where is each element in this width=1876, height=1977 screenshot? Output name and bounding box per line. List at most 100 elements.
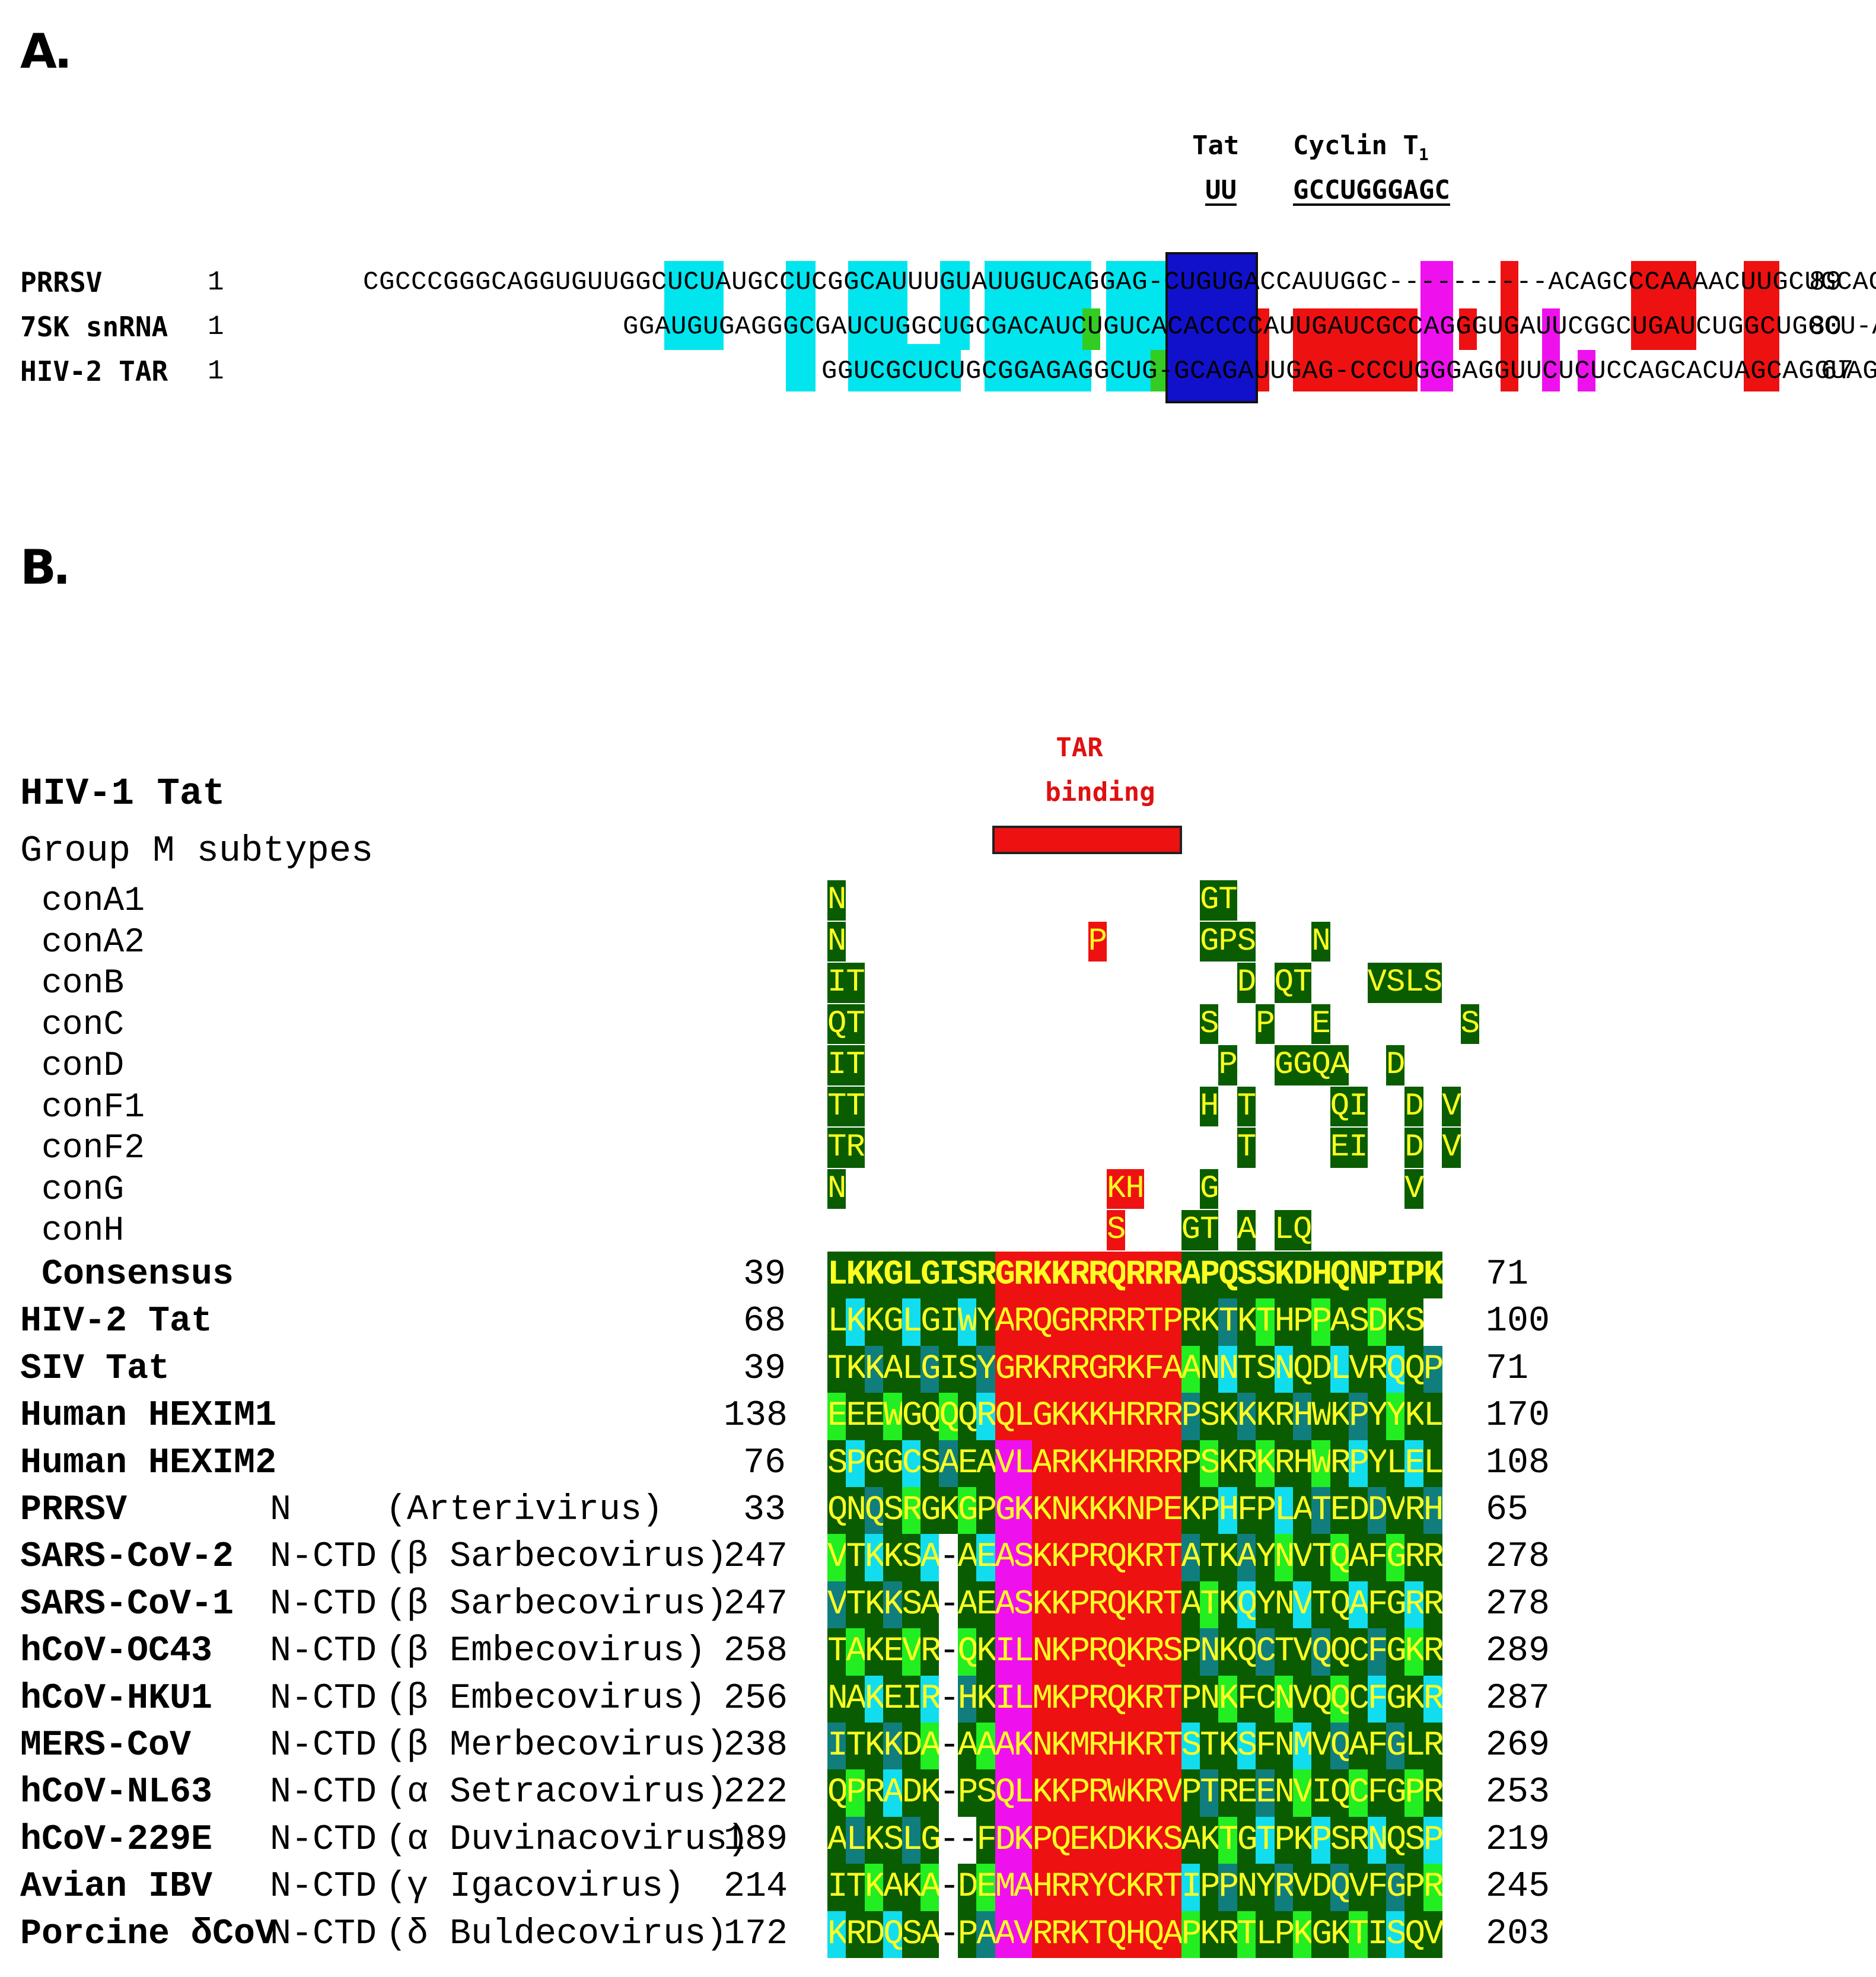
residue: H bbox=[1311, 1252, 1332, 1299]
residue: A bbox=[921, 1534, 941, 1581]
residue: S bbox=[1014, 1581, 1034, 1629]
tar-label-line1: TAR bbox=[1056, 733, 1103, 763]
row-end: 100 bbox=[1486, 1301, 1550, 1342]
residue: R bbox=[1404, 1534, 1425, 1581]
rna-seq-7sk: GGAUGUGAGGGCGAUCUGGCUGCGACAUCUGUCACACCCC… bbox=[623, 312, 1876, 342]
residue: G bbox=[995, 1487, 1015, 1535]
residue: R bbox=[1162, 1252, 1183, 1299]
residue: I bbox=[939, 1345, 960, 1393]
residue: I bbox=[1181, 1864, 1202, 1911]
residue: T bbox=[1162, 1723, 1183, 1770]
residue: G bbox=[883, 1298, 904, 1346]
residue: P bbox=[1349, 1440, 1369, 1487]
residue: K bbox=[1088, 1393, 1109, 1440]
residue: S bbox=[883, 1816, 904, 1864]
residue: S bbox=[976, 1769, 997, 1817]
residue: Q bbox=[1330, 1252, 1351, 1299]
residue: F bbox=[1237, 1675, 1258, 1723]
residue: K bbox=[1274, 1252, 1295, 1299]
residue: A bbox=[827, 1816, 848, 1864]
residue: A bbox=[957, 1534, 979, 1581]
residue: G bbox=[1032, 1393, 1053, 1440]
residue: K bbox=[864, 1864, 886, 1911]
row-end: 65 bbox=[1486, 1490, 1529, 1530]
residue: T bbox=[1162, 1581, 1183, 1629]
residue: L bbox=[1014, 1769, 1034, 1817]
residue: A bbox=[846, 1675, 867, 1723]
residue: T bbox=[1311, 1487, 1332, 1535]
row-start: 39 bbox=[743, 1348, 786, 1389]
residue: K bbox=[1014, 1816, 1034, 1864]
residue: W bbox=[957, 1298, 979, 1346]
residue: V bbox=[1311, 1723, 1332, 1770]
residue: R bbox=[1423, 1864, 1444, 1911]
rna-seq-hiv2tar: GGUCGCUCUGCGGAGAGGCUG-GCAGAUUGAG-CCCUGGG… bbox=[821, 356, 1876, 386]
residue: A bbox=[1181, 1816, 1202, 1864]
residue: Q bbox=[1032, 1298, 1053, 1346]
residue: R bbox=[1088, 1534, 1109, 1581]
tar-binding-bar bbox=[992, 826, 1182, 854]
residue: L bbox=[1274, 1487, 1295, 1535]
residue: P bbox=[1404, 1252, 1425, 1299]
row-start: 247 bbox=[724, 1537, 788, 1578]
residue: W bbox=[1311, 1440, 1332, 1487]
residue: K bbox=[864, 1298, 886, 1346]
residue: G bbox=[883, 1440, 904, 1487]
residue: R bbox=[1088, 1628, 1109, 1676]
residue: P bbox=[1311, 1816, 1332, 1864]
residue: R bbox=[1014, 1345, 1034, 1393]
residue: Q bbox=[827, 1487, 848, 1535]
residue: A bbox=[921, 1864, 941, 1911]
residue: P bbox=[1181, 1393, 1202, 1440]
subtype-residue: G bbox=[1274, 1045, 1294, 1085]
residue: A bbox=[995, 1534, 1015, 1581]
residue: T bbox=[1200, 1581, 1221, 1629]
residue: L bbox=[1014, 1393, 1034, 1440]
residue: E bbox=[883, 1675, 904, 1723]
residue: I bbox=[1367, 1911, 1388, 1958]
row-start: 247 bbox=[724, 1584, 788, 1625]
residue: K bbox=[1218, 1534, 1239, 1581]
residue: K bbox=[1218, 1393, 1239, 1440]
residue: P bbox=[1162, 1298, 1183, 1346]
residue: E bbox=[1330, 1487, 1351, 1535]
residue: K bbox=[1144, 1816, 1165, 1864]
residue: F bbox=[1367, 1864, 1388, 1911]
residue: K bbox=[864, 1581, 886, 1629]
residue: K bbox=[1050, 1675, 1072, 1723]
residue: T bbox=[827, 1628, 848, 1676]
residue: R bbox=[1069, 1345, 1090, 1393]
residue: N bbox=[1237, 1864, 1258, 1911]
residue: - bbox=[957, 1816, 979, 1864]
residue: K bbox=[1069, 1440, 1090, 1487]
rna-end-hiv2tar: 67 bbox=[1821, 356, 1854, 387]
rna-seq-prrsv: CGCCCGGGCAGGUGUUGGCUCUAUGCCUCGGCAUUUGUAU… bbox=[363, 268, 1876, 297]
residue: S bbox=[921, 1440, 941, 1487]
residue: K bbox=[1256, 1440, 1276, 1487]
subtype-residue: S bbox=[1200, 1004, 1219, 1044]
residue: K bbox=[1125, 1628, 1146, 1676]
residue: R bbox=[1144, 1675, 1165, 1723]
row-name: hCoV-229E bbox=[20, 1819, 213, 1860]
residue: S bbox=[1330, 1816, 1351, 1864]
residue: A bbox=[1237, 1534, 1258, 1581]
residue: K bbox=[1423, 1252, 1444, 1299]
row-end: 71 bbox=[1486, 1348, 1529, 1389]
residue: K bbox=[1200, 1298, 1221, 1346]
residue: T bbox=[846, 1864, 867, 1911]
residue: S bbox=[902, 1911, 922, 1958]
residue: K bbox=[1032, 1345, 1053, 1393]
residue: K bbox=[1107, 1487, 1127, 1535]
residue: A bbox=[846, 1628, 867, 1676]
residue: H bbox=[1107, 1393, 1127, 1440]
residue: E bbox=[827, 1393, 848, 1440]
subtype-residue: Q bbox=[1293, 1210, 1312, 1250]
residue: K bbox=[1032, 1252, 1053, 1299]
residue: D bbox=[957, 1864, 979, 1911]
residue: P bbox=[1423, 1816, 1444, 1864]
residue: T bbox=[846, 1723, 867, 1770]
residue: L bbox=[827, 1252, 848, 1299]
residue: K bbox=[883, 1723, 904, 1770]
residue: M bbox=[1069, 1723, 1090, 1770]
residue: V bbox=[1293, 1534, 1314, 1581]
